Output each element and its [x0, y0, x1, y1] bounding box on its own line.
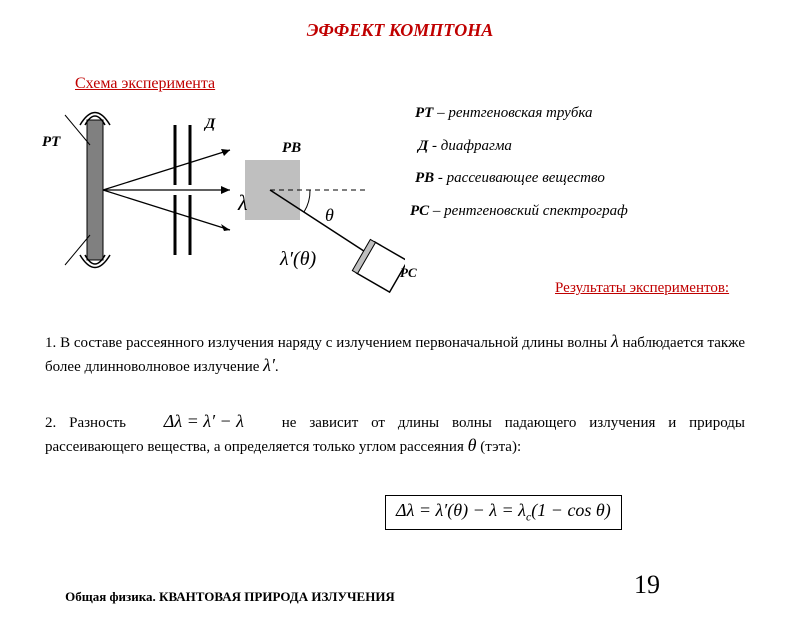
lambda-symbol: λ	[238, 190, 248, 216]
theta-symbol: θ	[325, 205, 334, 226]
paragraph-1: 1. В составе рассеянного излучения наряд…	[45, 330, 745, 377]
para2-a: 2. Разность	[45, 415, 139, 431]
paragraph-2: 2. Разность Δλ = λ′ − λ не зависит от дл…	[45, 410, 745, 457]
para1-c: .	[275, 359, 279, 375]
formula-tail: (1 − cos θ)	[531, 500, 610, 520]
para2-theta: θ	[468, 435, 477, 455]
label-rv: РВ	[282, 140, 301, 157]
legend-d-dash: -	[428, 138, 441, 154]
legend-rt-text: рентгеновская трубка	[448, 105, 592, 121]
para2-c: (тэта):	[480, 439, 521, 455]
legend-rv-text: рассеивающее вещество	[447, 170, 605, 186]
legend-rt-dash: –	[433, 105, 448, 121]
legend-d-abbr: Д	[418, 138, 428, 154]
label-d: Д	[205, 116, 215, 133]
legend-rv-dash: -	[434, 170, 447, 186]
para1-a: 1. В составе рассеянного излучения наряд…	[45, 335, 611, 351]
page-number: 19	[634, 570, 660, 600]
experiment-diagram	[35, 95, 405, 325]
footer-text: Общая физика. КВАНТОВАЯ ПРИРОДА ИЗЛУЧЕНИ…	[60, 589, 400, 605]
para1-lambda: λ	[611, 331, 619, 351]
scheme-subtitle: Схема эксперимента	[75, 75, 215, 93]
results-heading: Результаты экспериментов:	[555, 280, 729, 297]
lambda-prime-symbol: λ′(θ)	[280, 248, 316, 271]
para1-lambda-prime: λ′	[263, 355, 275, 375]
legend-rs-abbr: РС	[410, 203, 429, 219]
legend-rv-abbr: РВ	[415, 170, 434, 186]
legend-d: Д - диафрагма	[418, 138, 512, 155]
label-rt: РТ	[42, 134, 60, 151]
label-rs: РС	[400, 265, 417, 281]
legend-rs: РС – рентгеновский спектрограф	[410, 203, 628, 220]
formula-main: Δλ = λ′(θ) − λ = λ	[396, 500, 526, 520]
legend-rs-dash: –	[429, 203, 444, 219]
formula-box: Δλ = λ′(θ) − λ = λc(1 − cos θ)	[385, 495, 622, 530]
legend-rv: РВ - рассеивающее вещество	[415, 170, 605, 187]
legend-rt: РТ – рентгеновская трубка	[415, 105, 593, 122]
legend-rs-text: рентгеновский спектрограф	[444, 203, 628, 219]
legend-rt-abbr: РТ	[415, 105, 433, 121]
para2-eq: Δλ = λ′ − λ	[139, 410, 269, 433]
page-title: ЭФФЕКТ КОМПТОНА	[0, 20, 800, 41]
legend-d-text: диафрагма	[441, 138, 512, 154]
